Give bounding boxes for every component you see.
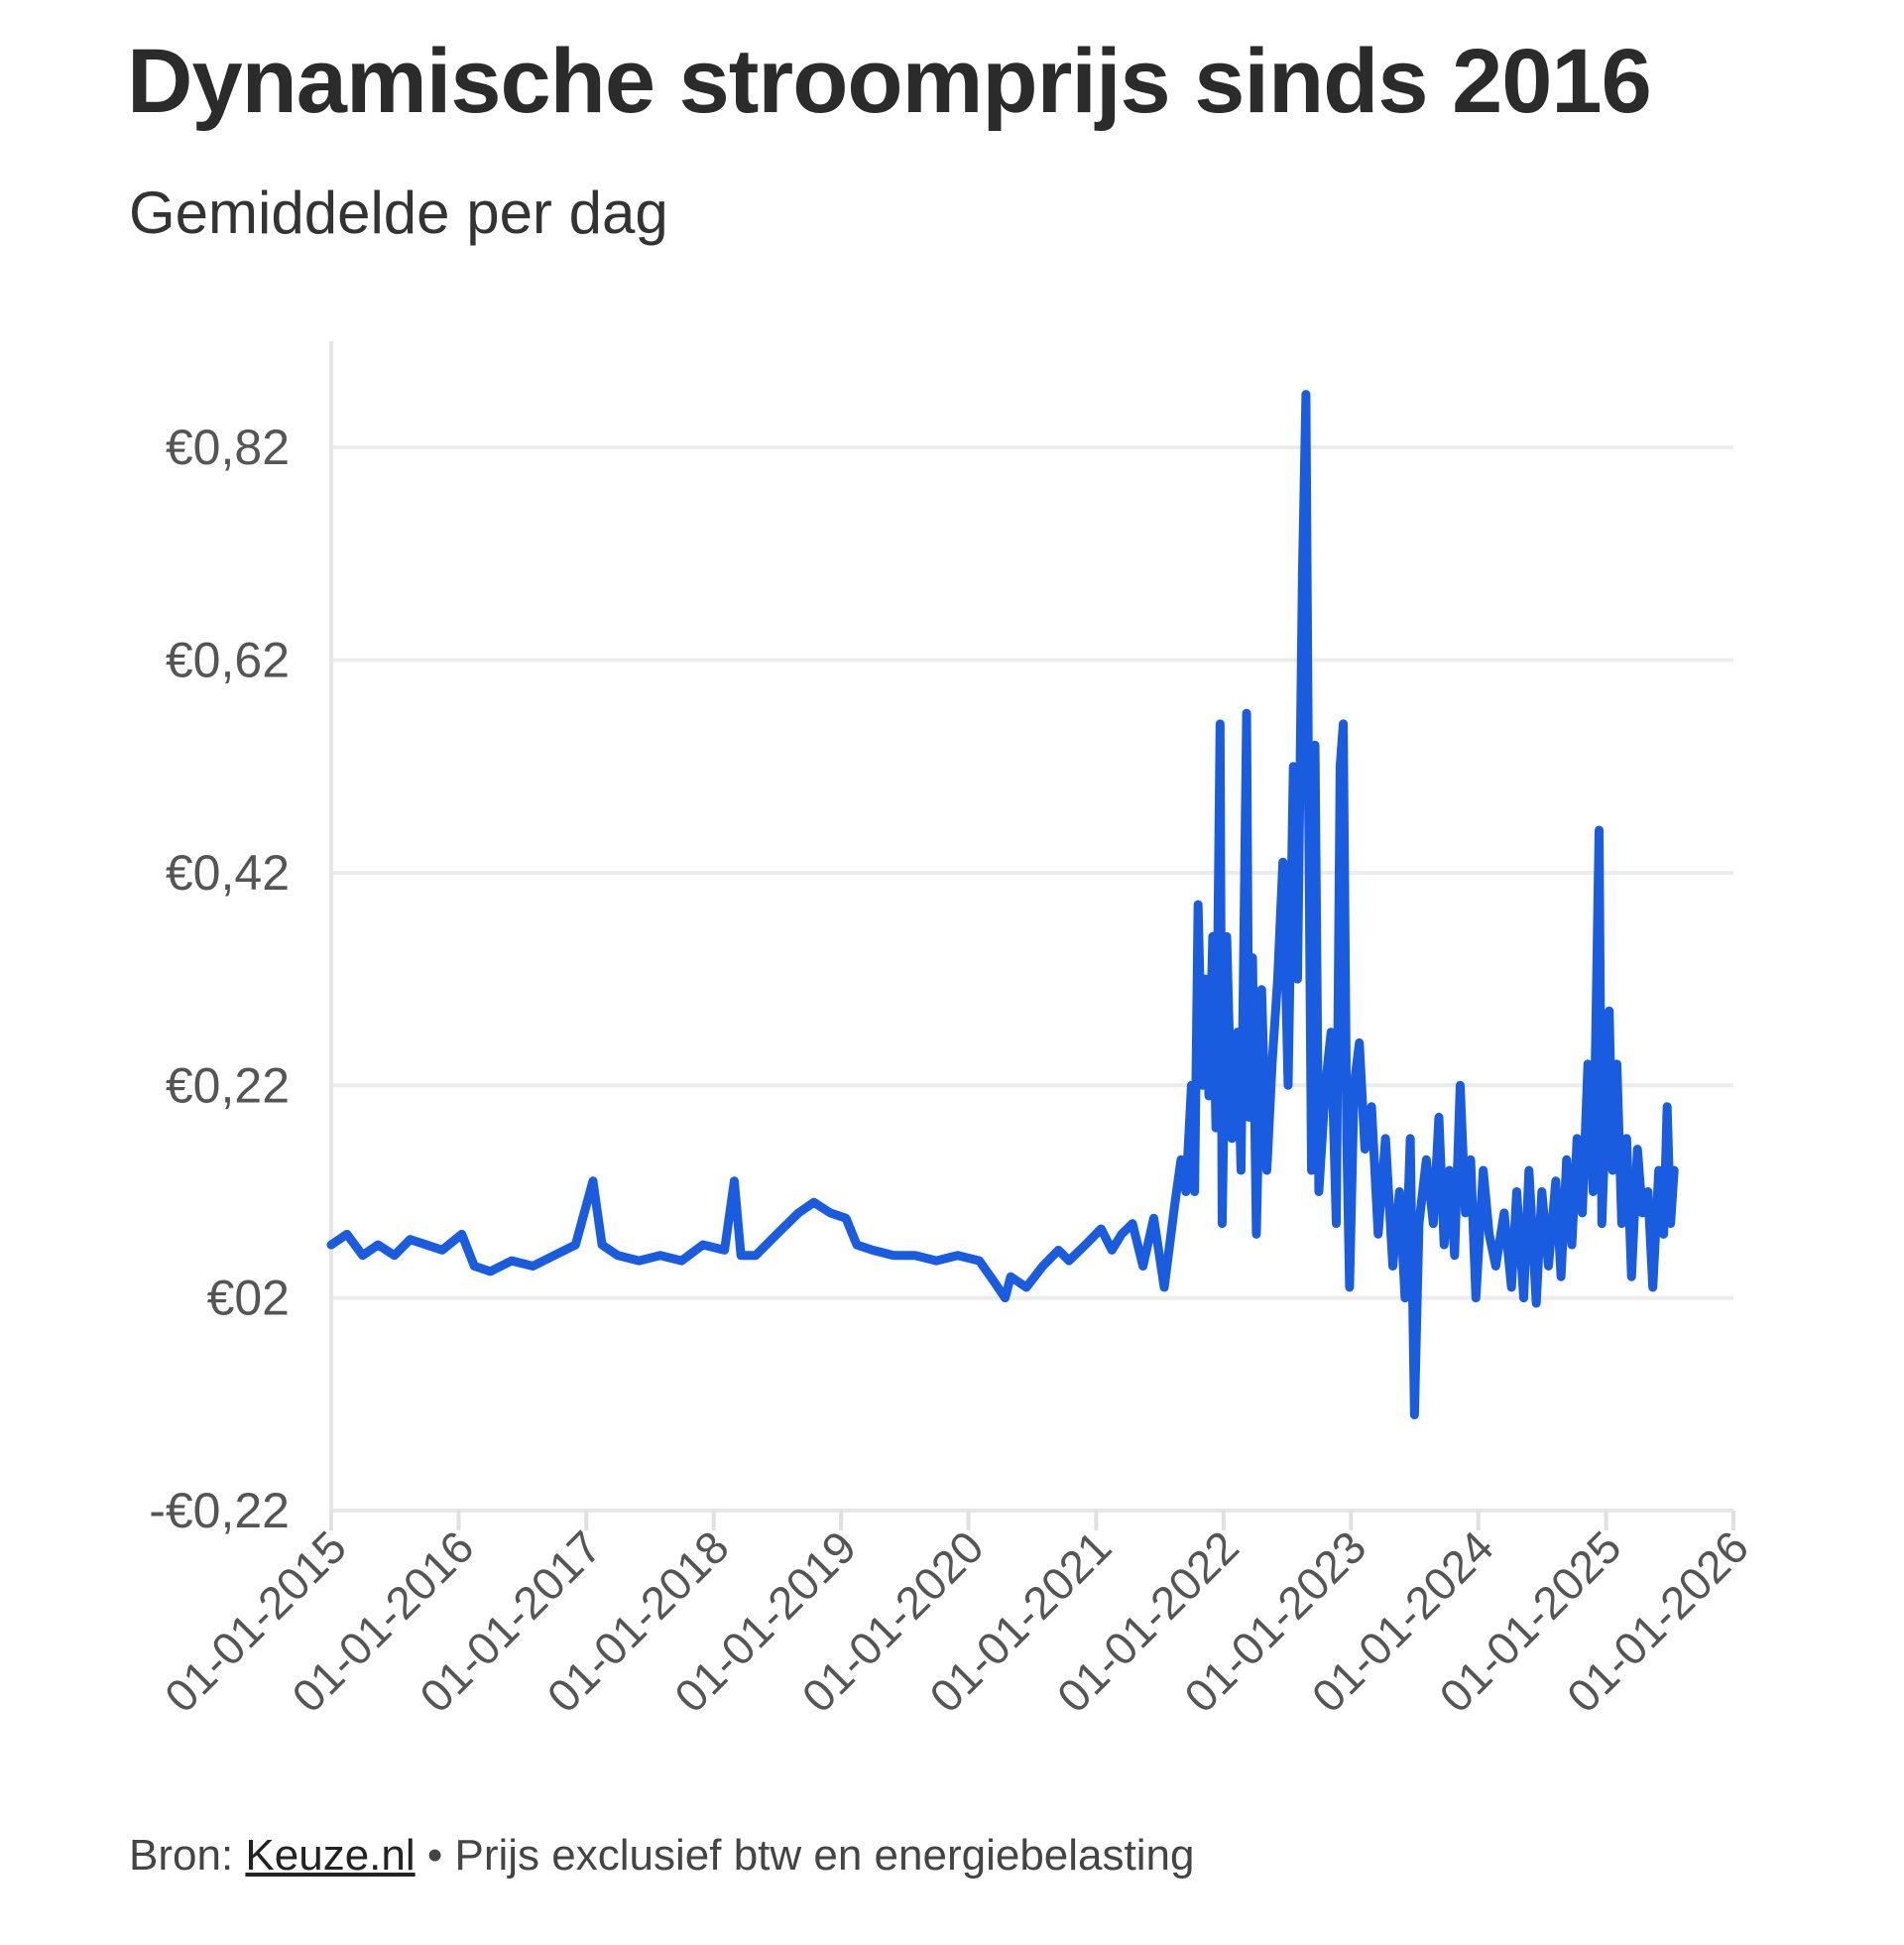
source-label: Bron: bbox=[129, 1831, 234, 1880]
price-line bbox=[326, 390, 1679, 1420]
y-tick-label: €0,62 bbox=[166, 633, 290, 688]
chart-title: Dynamische stroomprijs sinds 2016 bbox=[127, 31, 1652, 132]
y-tick-label: -€0,22 bbox=[149, 1483, 290, 1538]
source-link[interactable]: Keuze.nl bbox=[245, 1831, 416, 1880]
footer-note: • Prijs exclusief btw en energiebelastin… bbox=[426, 1831, 1195, 1880]
chart-subtitle: Gemiddelde per dag bbox=[129, 180, 668, 246]
y-tick-label: €02 bbox=[207, 1271, 290, 1326]
y-tick-label: €0,42 bbox=[166, 845, 290, 901]
y-tick-label: €0,22 bbox=[166, 1057, 290, 1113]
y-tick-label: €0,82 bbox=[166, 420, 290, 475]
footer: Bron: Keuze.nl • Prijs exclusief btw en … bbox=[129, 1831, 1194, 1881]
